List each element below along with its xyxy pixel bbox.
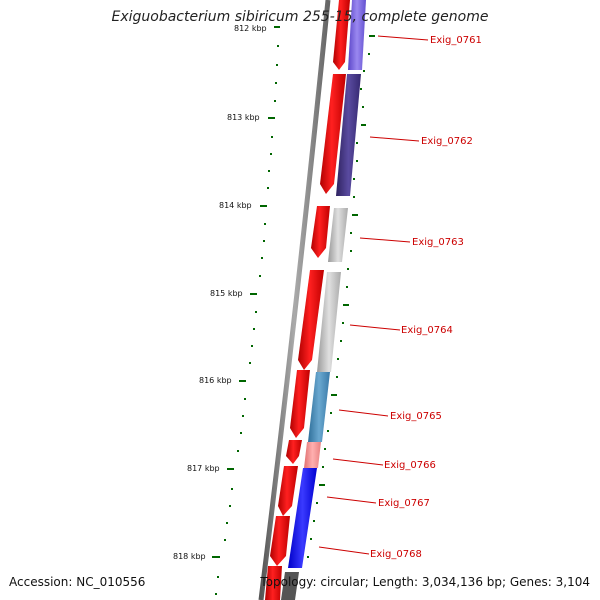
feature-0767 <box>288 468 317 568</box>
feature-0762 <box>336 74 361 196</box>
gene-label[interactable]: Exig_0762 <box>421 136 473 147</box>
kbp-label: 815 kbp <box>210 289 243 298</box>
genome-backbone <box>258 0 331 600</box>
gene-label[interactable]: Exig_0768 <box>370 549 422 560</box>
gene-arrow-0766 <box>286 440 302 464</box>
feature-0761 <box>348 0 366 70</box>
feature-ticks <box>307 35 375 558</box>
accession-text: Accession: NC_010556 <box>9 575 146 589</box>
gene-labels: Exig_0761 Exig_0762 Exig_0763 Exig_0764 … <box>370 35 482 560</box>
topology-text: Topology: circular; Length: 3,034,136 bp… <box>260 575 590 589</box>
kbp-label: 816 kbp <box>199 376 232 385</box>
forward-strand <box>265 0 350 600</box>
gene-arrow-0764 <box>298 270 324 370</box>
kbp-label: 814 kbp <box>219 201 252 210</box>
gene-label[interactable]: Exig_0767 <box>378 498 430 509</box>
feature-0764 <box>317 272 341 372</box>
map-title: Exiguobacterium sibiricum 255-15, comple… <box>111 9 489 25</box>
feature-track <box>281 0 366 600</box>
gene-label[interactable]: Exig_0763 <box>412 237 464 248</box>
feature-0763 <box>328 208 348 262</box>
gene-arrow-0767 <box>278 466 298 516</box>
feature-0765 <box>308 372 330 442</box>
kbp-label: 817 kbp <box>187 464 220 473</box>
gene-arrow-0765 <box>290 370 310 438</box>
gene-arrow-0768 <box>270 516 290 566</box>
kbp-label: 818 kbp <box>173 552 206 561</box>
kbp-label: 813 kbp <box>227 113 260 122</box>
feature-next <box>281 572 299 600</box>
gene-label[interactable]: Exig_0761 <box>430 35 482 46</box>
gene-arrow-0763 <box>311 206 330 258</box>
gene-arrow-0761 <box>333 0 350 70</box>
gene-label[interactable]: Exig_0766 <box>384 460 436 471</box>
gene-arrow-0762 <box>320 74 346 194</box>
gene-arrow-next <box>265 566 282 600</box>
kbp-label: 812 kbp <box>234 24 267 33</box>
gene-label-lines <box>318 35 429 555</box>
ruler-major-ticks <box>212 26 280 558</box>
gene-label[interactable]: Exig_0765 <box>390 411 442 422</box>
ruler-labels: 812 kbp 813 kbp 814 kbp 815 kbp 816 kbp … <box>173 24 267 561</box>
gene-label[interactable]: Exig_0764 <box>401 325 453 336</box>
feature-0766 <box>304 442 321 468</box>
ruler-dots <box>215 45 279 595</box>
